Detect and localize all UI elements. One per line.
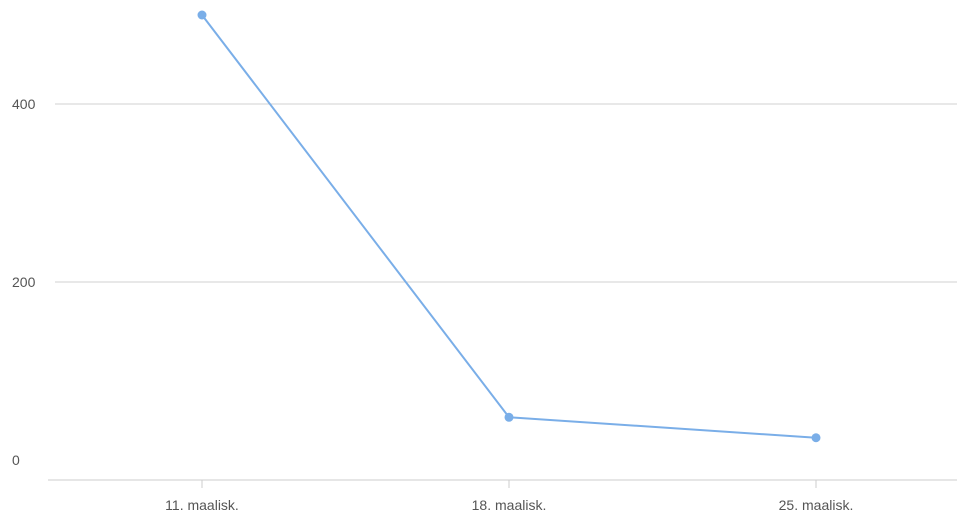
y-tick-label: 0 — [12, 452, 20, 468]
x-axis-ticks: 11. maalisk. 18. maalisk. 25. maalisk. — [165, 480, 853, 513]
x-tick-label: 18. maalisk. — [472, 497, 547, 513]
grid-lines — [55, 103, 957, 283]
x-tick-label: 11. maalisk. — [165, 497, 239, 513]
y-tick-label: 200 — [12, 274, 36, 290]
data-point[interactable] — [504, 412, 514, 422]
y-tick-label: 400 — [12, 96, 36, 112]
series-line — [201, 14, 817, 439]
data-point[interactable] — [197, 10, 207, 20]
data-point[interactable] — [811, 433, 821, 443]
y-axis-ticks: 0 200 400 — [12, 96, 36, 468]
x-tick-label: 25. maalisk. — [779, 497, 854, 513]
series-layer — [197, 10, 821, 443]
